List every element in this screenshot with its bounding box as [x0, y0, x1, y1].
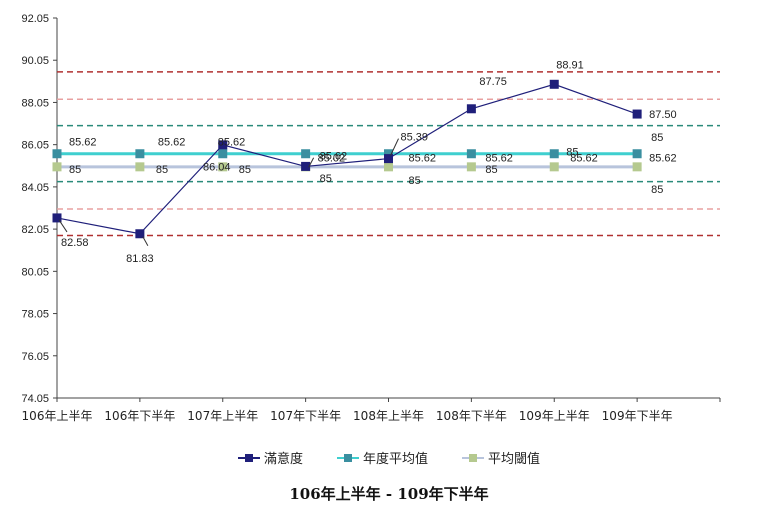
y-tick-label: 92.05	[21, 13, 49, 25]
leader-line	[308, 157, 315, 168]
data-point-average-threshold	[52, 162, 62, 172]
data-label-extra: 85	[651, 184, 663, 196]
data-label-average-threshold: 85	[566, 147, 578, 159]
x-tick-label: 107年上半年	[187, 409, 258, 423]
y-tick-label: 78.05	[21, 309, 49, 321]
data-point-satisfaction	[632, 109, 642, 119]
legend-swatch-satisfaction	[237, 453, 260, 463]
data-point-satisfaction	[384, 154, 393, 164]
data-label-average-threshold: 85	[651, 132, 663, 144]
data-label-satisfaction: 82.58	[61, 237, 89, 249]
y-tick-label: 76.05	[21, 351, 49, 363]
x-tick-label: 106年上半年	[22, 409, 93, 423]
data-label-satisfaction: 86.04	[203, 162, 231, 174]
y-tick-label: 80.05	[21, 266, 49, 278]
data-point-average-threshold	[632, 162, 642, 172]
x-tick-label: 108年下半年	[436, 409, 507, 423]
data-point-satisfaction	[301, 161, 311, 171]
data-label-annual-average: 85.62	[320, 151, 348, 163]
legend-item-average-threshold: 平均閾值	[462, 448, 540, 467]
data-label-satisfaction: 87.50	[649, 109, 677, 121]
data-label-average-threshold: 85	[320, 173, 332, 185]
x-tick-label: 109年上半年	[519, 409, 590, 423]
data-label-average-threshold: 85	[485, 164, 497, 176]
data-point-annual-average	[218, 149, 228, 159]
data-label-satisfaction: 87.75	[479, 76, 507, 88]
y-tick-label: 82.05	[21, 224, 49, 236]
data-point-annual-average	[135, 149, 145, 159]
y-tick-label: 84.05	[21, 182, 49, 194]
data-label-annual-average: 85.62	[218, 137, 246, 149]
data-label-satisfaction: 88.91	[556, 59, 584, 71]
data-point-average-threshold	[549, 162, 559, 172]
data-point-annual-average	[384, 149, 393, 159]
data-point-average-threshold	[466, 162, 476, 172]
data-point-average-threshold	[218, 162, 228, 172]
data-label-annual-average: 85.62	[158, 137, 186, 149]
data-label-annual-average: 85.62	[409, 153, 437, 165]
footer-title: 106年上半年 - 109年下半年	[289, 485, 489, 503]
y-tick-label: 86.05	[21, 140, 49, 152]
data-label-average-threshold: 85	[156, 164, 168, 176]
x-tick-label: 107年下半年	[270, 409, 341, 423]
y-tick-label: 88.05	[21, 97, 49, 109]
leader-line	[58, 219, 68, 233]
series-line-satisfaction	[56, 83, 638, 235]
y-tick-label: 74.05	[21, 393, 49, 405]
data-point-satisfaction	[466, 104, 476, 114]
legend-label-average-threshold: 平均閾值	[488, 452, 541, 467]
x-tick-label: 106年下半年	[104, 409, 175, 423]
data-point-annual-average	[301, 149, 311, 159]
legend-label-satisfaction: 滿意度	[263, 452, 303, 467]
data-label-average-threshold: 85	[239, 164, 251, 176]
legend-swatch-average-threshold	[462, 453, 484, 463]
x-tick-label: 109年下半年	[602, 409, 673, 423]
legend-swatch-annual-average	[336, 453, 359, 463]
legend-item-annual-average: 年度平均值	[336, 448, 428, 467]
data-label-satisfaction: 85.39	[401, 132, 429, 144]
data-label-average-threshold: 85	[409, 175, 421, 187]
leader-line	[390, 138, 399, 156]
leader-line	[142, 236, 149, 246]
data-point-satisfaction	[52, 213, 62, 223]
legend-label-annual-average: 年度平均值	[362, 452, 428, 467]
data-point-average-threshold	[135, 162, 145, 172]
data-point-satisfaction	[549, 79, 559, 89]
data-label-satisfaction: 85.02	[318, 153, 346, 165]
data-label-annual-average: 85.62	[649, 153, 677, 165]
y-tick-label: 90.05	[21, 55, 49, 67]
x-tick-label: 108年上半年	[353, 409, 424, 423]
data-label-satisfaction: 81.83	[126, 253, 154, 265]
data-label-annual-average: 85.62	[69, 137, 97, 149]
data-point-average-threshold	[384, 162, 393, 172]
data-point-annual-average	[632, 149, 642, 159]
data-label-average-threshold: 85	[69, 164, 81, 176]
data-point-annual-average	[52, 149, 62, 159]
data-point-satisfaction	[218, 140, 228, 150]
data-point-satisfaction	[135, 229, 145, 239]
data-point-annual-average	[466, 149, 476, 159]
line-chart: 92.05 90.05 88.05 86.05 84.05 82.05 80.05 78.05…	[21, 13, 721, 423]
data-label-annual-average: 85.62	[570, 153, 598, 165]
legend-item-satisfaction: 滿意度	[237, 448, 303, 467]
chart-legend: 滿意度 年度平均值 平均閾值	[0, 448, 778, 467]
data-label-annual-average: 85.62	[485, 153, 513, 165]
data-point-annual-average	[549, 149, 559, 159]
